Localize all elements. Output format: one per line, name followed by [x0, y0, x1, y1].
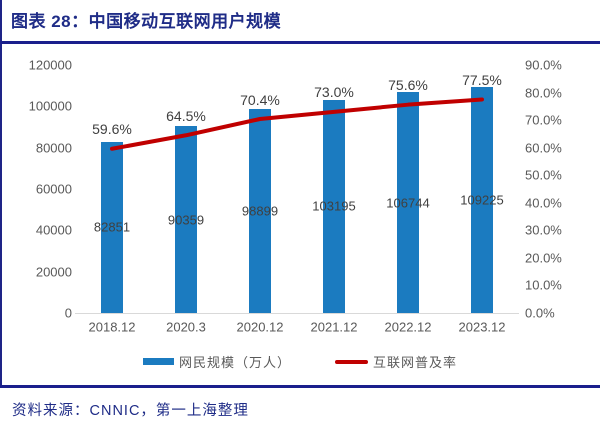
bar-series-swatch-icon: [142, 358, 174, 365]
y-axis-tick-left: 40000: [35, 222, 72, 238]
y-axis-tick-right: 20.0%: [525, 250, 562, 266]
y-axis-tick-left: 100000: [28, 98, 72, 114]
line-point-label: 77.5%: [462, 71, 502, 88]
y-axis-tick-right: 30.0%: [525, 222, 562, 238]
y-axis-tick-right: 90.0%: [525, 57, 562, 73]
bar-value-label: 103195: [312, 198, 356, 214]
y-axis-tick-right: 80.0%: [525, 85, 562, 101]
y-axis-tick-right: 50.0%: [525, 167, 562, 183]
line-series-swatch-icon: [335, 359, 368, 364]
y-axis-tick-left: 60000: [35, 181, 72, 197]
line-point-label: 70.4%: [240, 91, 280, 108]
bar: [175, 126, 197, 313]
legend-line-label: 互联网普及率: [373, 355, 458, 370]
y-axis-tick-left: 20000: [35, 264, 72, 280]
x-axis-tick: 2020.12: [236, 319, 284, 335]
left-border: [0, 0, 2, 388]
x-axis-tick: 2021.12: [310, 319, 358, 335]
y-axis-tick-left: 120000: [28, 57, 72, 73]
chart-title: 图表 28：中国移动互联网用户规模: [11, 12, 282, 31]
legend-item-bar-series: 网民规模（万人）: [142, 352, 291, 371]
y-axis-tick-right: 0.0%: [525, 305, 555, 321]
y-axis-tick-right: 10.0%: [525, 277, 562, 293]
y-axis-tick-left: 80000: [35, 140, 72, 156]
x-axis-line: [75, 313, 519, 314]
top-rule: [0, 41, 600, 44]
x-axis-tick: 2020.3: [166, 319, 206, 335]
bar: [249, 108, 271, 313]
y-axis-tick-right: 70.0%: [525, 112, 562, 128]
bar: [101, 141, 123, 313]
x-axis-tick: 2023.12: [458, 319, 506, 335]
bottom-rule: [0, 385, 600, 388]
legend-bar-label: 网民规模（万人）: [178, 355, 291, 370]
legend-item-line-series: 互联网普及率: [335, 352, 457, 371]
x-axis-tick: 2022.12: [384, 319, 432, 335]
line-point-label: 73.0%: [314, 84, 354, 101]
bar-value-label: 106744: [386, 195, 430, 211]
y-axis-tick-right: 60.0%: [525, 140, 562, 156]
line-point-label: 75.6%: [388, 77, 428, 94]
y-axis-tick-left: 0: [64, 305, 72, 321]
source-note: 资料来源：CNNIC，第一上海整理: [12, 403, 249, 419]
y-axis-tick-right: 40.0%: [525, 195, 562, 211]
line-point-label: 64.5%: [166, 107, 206, 124]
chart-legend: 网民规模（万人） 互联网普及率: [0, 352, 600, 371]
x-axis-tick: 2018.12: [88, 319, 136, 335]
bar-value-label: 109225: [460, 192, 504, 208]
bar-value-label: 98899: [241, 203, 279, 219]
bar: [323, 99, 345, 313]
bar-value-label: 90359: [167, 212, 205, 228]
line-point-label: 59.6%: [92, 121, 132, 138]
bar-value-label: 82851: [93, 219, 131, 235]
